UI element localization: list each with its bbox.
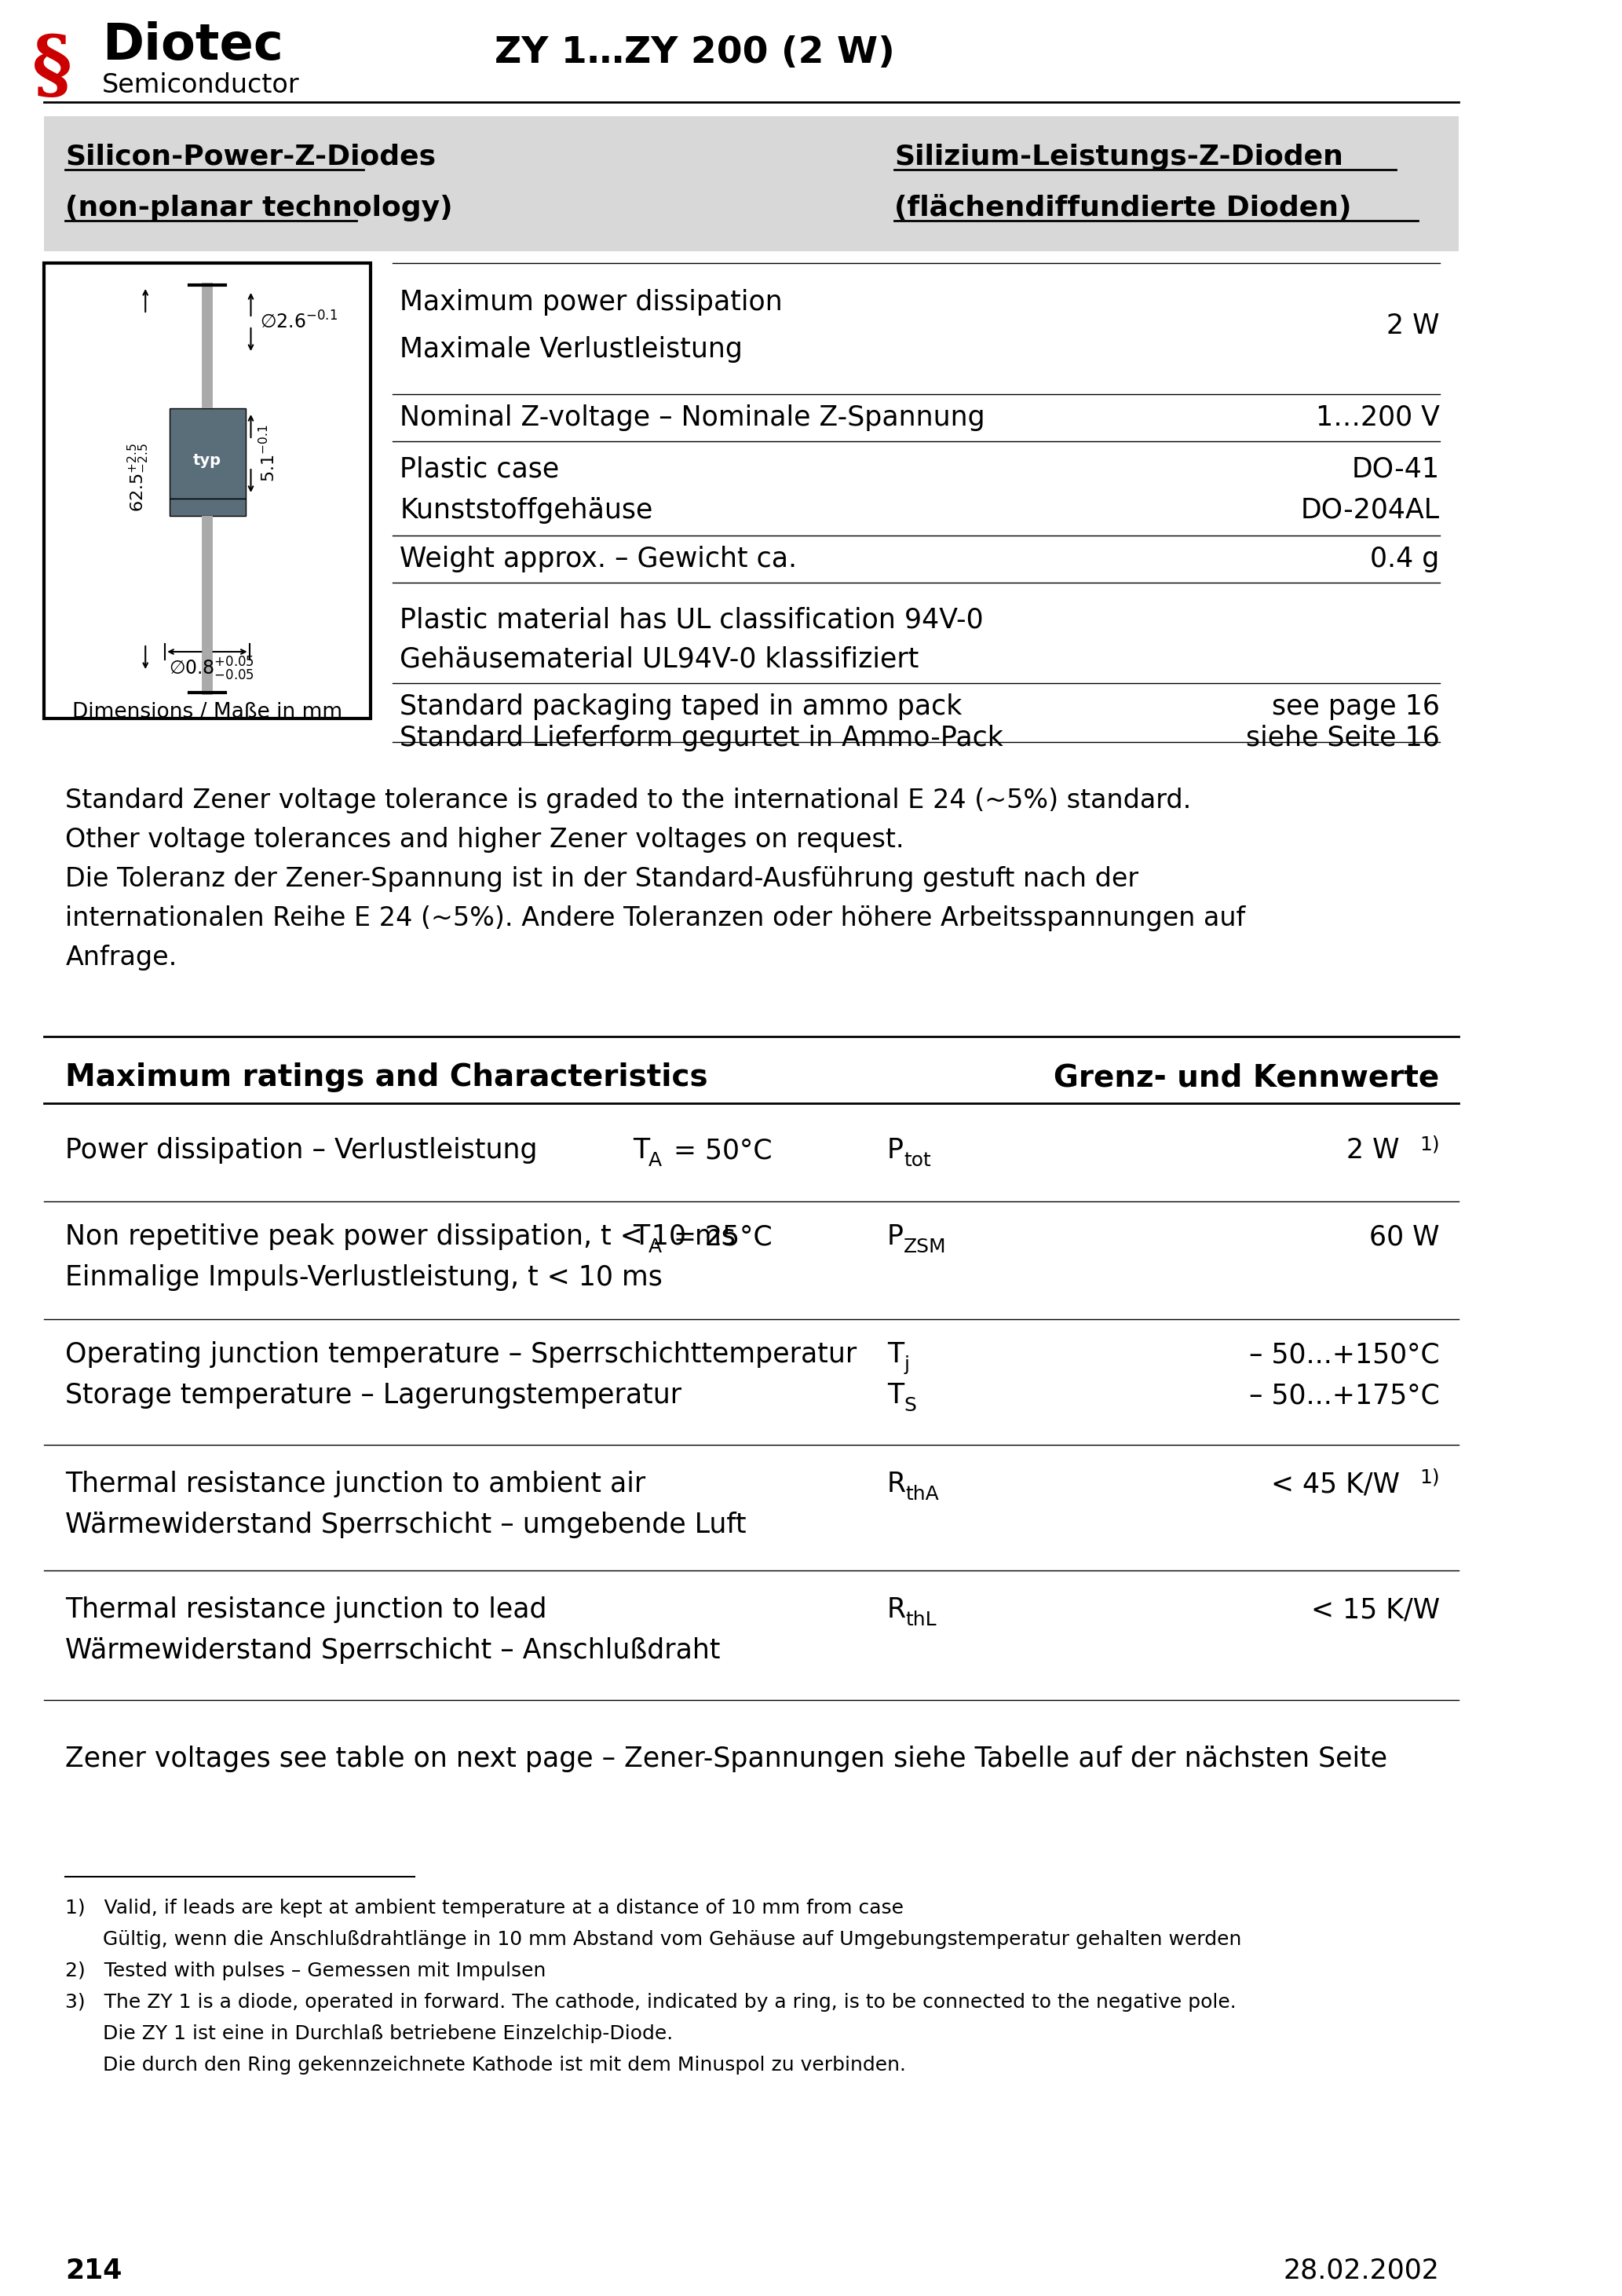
Text: Plastic material has UL classification 94V-0: Plastic material has UL classification 9…	[401, 606, 983, 634]
Text: Die durch den Ring gekennzeichnete Kathode ist mit dem Minuspol zu verbinden.: Die durch den Ring gekennzeichnete Katho…	[65, 2055, 907, 2076]
Text: Silizium-Leistungs-Z-Dioden: Silizium-Leistungs-Z-Dioden	[894, 145, 1343, 170]
Text: (non-planar technology): (non-planar technology)	[65, 195, 453, 220]
Text: Anfrage.: Anfrage.	[65, 946, 177, 971]
Text: 1): 1)	[1419, 1134, 1440, 1153]
Bar	[44, 117, 1458, 250]
Text: 60 W: 60 W	[1369, 1224, 1440, 1249]
Text: = 25°C: = 25°C	[665, 1224, 772, 1249]
Text: 5.1$^{-0.1}$: 5.1$^{-0.1}$	[258, 425, 277, 482]
Text: j: j	[903, 1355, 910, 1373]
Text: Power dissipation – Verlustleistung: Power dissipation – Verlustleistung	[65, 1137, 537, 1164]
Text: internationalen Reihe E 24 (~5%). Andere Toleranzen oder höhere Arbeitsspannunge: internationalen Reihe E 24 (~5%). Andere…	[65, 905, 1246, 932]
Text: thA: thA	[905, 1486, 939, 1504]
Text: DO-204AL: DO-204AL	[1301, 496, 1440, 523]
Text: 2 W: 2 W	[1346, 1137, 1400, 1164]
Text: Wärmewiderstand Sperrschicht – Anschlußdraht: Wärmewiderstand Sperrschicht – Anschlußd…	[65, 1637, 720, 1665]
Text: Gültig, wenn die Anschlußdrahtlänge in 10 mm Abstand vom Gehäuse auf Umgebungste: Gültig, wenn die Anschlußdrahtlänge in 1…	[65, 1931, 1242, 1949]
Text: ZSM: ZSM	[903, 1238, 947, 1256]
Text: 3)   The ZY 1 is a diode, operated in forward. The cathode, indicated by a ring,: 3) The ZY 1 is a diode, operated in forw…	[65, 1993, 1236, 2011]
Text: Nominal Z-voltage – Nominale Z-Spannung: Nominal Z-voltage – Nominale Z-Spannung	[401, 404, 985, 432]
Text: Gehäusematerial UL94V-0 klassifiziert: Gehäusematerial UL94V-0 klassifiziert	[401, 645, 920, 673]
Text: R: R	[887, 1596, 907, 1623]
Text: – 50...+175°C: – 50...+175°C	[1249, 1382, 1440, 1410]
Text: Silicon-Power-Z-Diodes: Silicon-Power-Z-Diodes	[65, 145, 436, 170]
Text: DO-41: DO-41	[1351, 457, 1440, 482]
Text: Operating junction temperature – Sperrschichttemperatur: Operating junction temperature – Sperrsc…	[65, 1341, 856, 1368]
Text: Storage temperature – Lagerungstemperatur: Storage temperature – Lagerungstemperatu…	[65, 1382, 681, 1410]
Text: Weight approx. – Gewicht ca.: Weight approx. – Gewicht ca.	[401, 546, 798, 572]
Text: thL: thL	[905, 1609, 936, 1630]
Text: Dimensions / Maße in mm: Dimensions / Maße in mm	[71, 703, 342, 723]
Text: T: T	[633, 1224, 649, 1249]
Text: 1…200 V: 1…200 V	[1315, 404, 1440, 432]
Text: Standard Zener voltage tolerance is graded to the international E 24 (~5%) stand: Standard Zener voltage tolerance is grad…	[65, 788, 1192, 813]
Text: Maximale Verlustleistung: Maximale Verlustleistung	[401, 335, 743, 363]
Text: T: T	[887, 1382, 903, 1410]
Text: S: S	[903, 1396, 916, 1414]
Text: 1): 1)	[1419, 1469, 1440, 1488]
Text: Wärmewiderstand Sperrschicht – umgebende Luft: Wärmewiderstand Sperrschicht – umgebende…	[65, 1511, 746, 1538]
Text: Die Toleranz der Zener-Spannung ist in der Standard-Ausführung gestuft nach der: Die Toleranz der Zener-Spannung ist in d…	[65, 866, 1139, 893]
Text: 2)   Tested with pulses – Gemessen mit Impulsen: 2) Tested with pulses – Gemessen mit Imp…	[65, 1961, 547, 1981]
Text: T: T	[633, 1137, 649, 1164]
Text: 2 W: 2 W	[1387, 312, 1440, 340]
Text: Semiconductor: Semiconductor	[102, 71, 300, 99]
Text: Maximum ratings and Characteristics: Maximum ratings and Characteristics	[65, 1063, 709, 1093]
Text: < 45 K/W: < 45 K/W	[1270, 1472, 1400, 1497]
Text: Diotec: Diotec	[102, 21, 282, 69]
Text: R: R	[887, 1472, 907, 1497]
Text: A: A	[649, 1150, 662, 1171]
Text: Zener voltages see table on next page – Zener-Spannungen siehe Tabelle auf der n: Zener voltages see table on next page – …	[65, 1745, 1388, 1773]
Text: Standard packaging taped in ammo pack: Standard packaging taped in ammo pack	[401, 693, 962, 721]
Text: P: P	[887, 1137, 903, 1164]
Text: (flächendiffundierte Dioden): (flächendiffundierte Dioden)	[894, 195, 1351, 220]
Bar	[44, 264, 371, 719]
Text: Standard Lieferform gegurtet in Ammo-Pack: Standard Lieferform gegurtet in Ammo-Pac…	[401, 726, 1004, 751]
Text: = 50°C: = 50°C	[665, 1137, 772, 1164]
Text: Die ZY 1 ist eine in Durchlaß betriebene Einzelchip-Diode.: Die ZY 1 ist eine in Durchlaß betriebene…	[65, 2025, 673, 2043]
Text: ZY 1…ZY 200 (2 W): ZY 1…ZY 200 (2 W)	[495, 37, 895, 71]
Text: < 15 K/W: < 15 K/W	[1311, 1596, 1440, 1623]
Text: Thermal resistance junction to ambient air: Thermal resistance junction to ambient a…	[65, 1472, 646, 1497]
Text: 0.4 g: 0.4 g	[1371, 546, 1440, 572]
Text: Non repetitive peak power dissipation, t < 10 ms: Non repetitive peak power dissipation, t…	[65, 1224, 736, 1249]
Text: Thermal resistance junction to lead: Thermal resistance junction to lead	[65, 1596, 547, 1623]
Text: – 50...+150°C: – 50...+150°C	[1249, 1341, 1440, 1368]
Text: A: A	[649, 1238, 662, 1256]
Text: Einmalige Impuls-Verlustleistung, t < 10 ms: Einmalige Impuls-Verlustleistung, t < 10…	[65, 1265, 663, 1290]
Text: Other voltage tolerances and higher Zener voltages on request.: Other voltage tolerances and higher Zene…	[65, 827, 905, 854]
Bar	[169, 498, 247, 517]
Text: 214: 214	[65, 2257, 122, 2285]
Text: 28.02.2002: 28.02.2002	[1283, 2257, 1440, 2285]
Text: Kunststoffgehäuse: Kunststoffgehäuse	[401, 496, 654, 523]
Text: see page 16: see page 16	[1272, 693, 1440, 721]
Text: T: T	[887, 1341, 903, 1368]
Text: 1)   Valid, if leads are kept at ambient temperature at a distance of 10 mm from: 1) Valid, if leads are kept at ambient t…	[65, 1899, 903, 1917]
Text: Grenz- und Kennwerte: Grenz- und Kennwerte	[1054, 1063, 1440, 1093]
Text: 62.5$^{+2.5}_{-2.5}$: 62.5$^{+2.5}_{-2.5}$	[127, 443, 151, 512]
Text: typ: typ	[193, 455, 221, 468]
Text: tot: tot	[903, 1150, 931, 1171]
Text: siehe Seite 16: siehe Seite 16	[1246, 726, 1440, 751]
Text: Plastic case: Plastic case	[401, 457, 560, 482]
Bar	[169, 409, 247, 498]
Text: $\varnothing$0.8$^{+0.05}_{-0.05}$: $\varnothing$0.8$^{+0.05}_{-0.05}$	[169, 657, 255, 682]
Text: §: §	[32, 32, 73, 106]
Text: $\varnothing$2.6$^{-0.1}$: $\varnothing$2.6$^{-0.1}$	[260, 312, 337, 333]
Text: Maximum power dissipation: Maximum power dissipation	[401, 289, 783, 315]
Text: P: P	[887, 1224, 903, 1249]
